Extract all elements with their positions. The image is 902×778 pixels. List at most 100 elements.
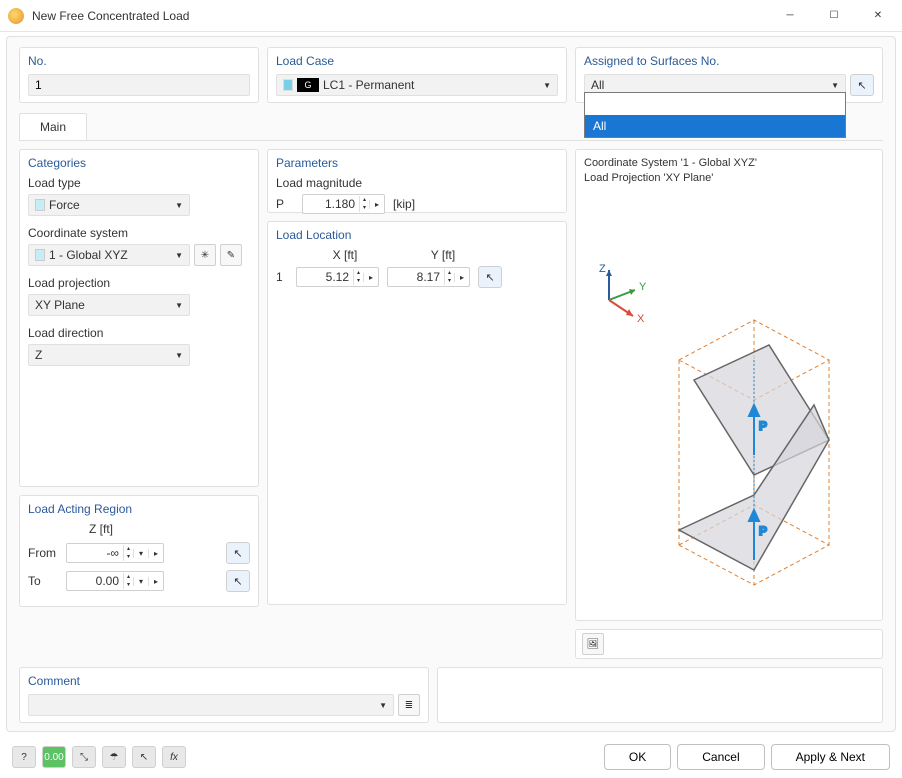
loadcase-value: LC1 - Permanent xyxy=(323,78,414,92)
tab-main[interactable]: Main xyxy=(19,113,87,140)
dir-value: Z xyxy=(35,348,42,362)
dropdown-option-blank[interactable] xyxy=(585,93,845,115)
pointer-icon: ↖ xyxy=(485,271,494,284)
spin-buttons[interactable]: ▴▾ xyxy=(123,573,133,589)
top-row: No. Load Case G LC1 - Permanent ▼ Assign… xyxy=(19,47,883,103)
comment-manage-button[interactable]: ≣ xyxy=(398,694,420,716)
mag-input[interactable]: 1.180 ▴▾ ▸ xyxy=(302,194,385,214)
ok-button[interactable]: OK xyxy=(604,744,671,770)
preview-viewport: Z Y X xyxy=(576,250,882,610)
titlebar: New Free Concentrated Load ─ ☐ ✕ xyxy=(0,0,902,32)
calculator-icon[interactable]: ▸ xyxy=(148,549,163,558)
spin-buttons[interactable]: ▴▾ xyxy=(444,269,454,285)
mag-value: 1.180 xyxy=(303,197,359,211)
dir-label: Load direction xyxy=(28,326,250,340)
preview-settings-button[interactable]: 🖼 xyxy=(582,633,604,655)
col-left: Categories Load type Force ▼ Coordinate … xyxy=(19,149,259,659)
pick-location-button[interactable]: ↖ xyxy=(478,266,502,288)
spin-buttons[interactable]: ▴▾ xyxy=(353,269,363,285)
preview-toolbar: 🖼 xyxy=(575,629,883,659)
tool-button-4[interactable]: fx xyxy=(162,746,186,768)
mag-symbol: P xyxy=(276,197,294,211)
axis-y-label: Y xyxy=(639,281,647,293)
mag-unit: [kip] xyxy=(393,197,415,211)
calculator-icon[interactable]: ▸ xyxy=(369,200,384,209)
pick-to-button[interactable]: ↖ xyxy=(226,570,250,592)
cancel-button[interactable]: Cancel xyxy=(677,744,764,770)
minimize-button[interactable]: ─ xyxy=(768,1,812,31)
y-input[interactable]: 8.17 ▴▾ ▸ xyxy=(387,267,470,287)
comment-input[interactable]: ▼ xyxy=(28,694,394,716)
pointer-icon: ↖ xyxy=(140,752,148,763)
no-label: No. xyxy=(28,54,250,68)
from-label: From xyxy=(28,546,58,560)
region-title: Load Acting Region xyxy=(28,502,250,516)
cs-select[interactable]: 1 - Global XYZ ▼ xyxy=(28,244,190,266)
proj-value: XY Plane xyxy=(35,298,85,312)
spin-buttons[interactable]: ▴▾ xyxy=(359,196,369,212)
tool-button-1[interactable]: ⤡ xyxy=(72,746,96,768)
preview-section: Coordinate System '1 - Global XYZ' Load … xyxy=(575,149,883,621)
from-input[interactable]: -∞ ▴▾ ▾ ▸ xyxy=(66,543,164,563)
units-button[interactable]: 0.00 xyxy=(42,746,66,768)
chevron-down-icon: ▼ xyxy=(175,351,183,360)
pointer-icon: ↖ xyxy=(233,575,242,588)
y-header: Y [ft] xyxy=(398,248,488,262)
help-button[interactable]: ? xyxy=(12,746,36,768)
chevron-down-icon: ▼ xyxy=(175,201,183,210)
from-value: -∞ xyxy=(67,546,123,560)
maximize-button[interactable]: ☐ xyxy=(812,1,856,31)
edit-icon: ✎ xyxy=(227,250,235,261)
x-header: X [ft] xyxy=(300,248,390,262)
chevron-down-icon: ▼ xyxy=(175,301,183,310)
calculator-icon[interactable]: ▸ xyxy=(148,577,163,586)
pick-from-button[interactable]: ↖ xyxy=(226,542,250,564)
y-value: 8.17 xyxy=(388,270,444,284)
calculator-icon[interactable]: ▸ xyxy=(454,273,469,282)
tool-button-2[interactable]: ☂ xyxy=(102,746,126,768)
bottom-bar: ? 0.00 ⤡ ☂ ↖ fx OK Cancel Apply & Next xyxy=(0,736,902,778)
surfaces-dropdown: All xyxy=(584,92,846,138)
surfaces-value: All xyxy=(591,78,604,92)
load-type-select[interactable]: Force ▼ xyxy=(28,194,190,216)
dialog-body: No. Load Case G LC1 - Permanent ▼ Assign… xyxy=(6,36,896,732)
window-controls: ─ ☐ ✕ xyxy=(768,1,900,31)
mag-label: Load magnitude xyxy=(276,176,558,190)
cs-value: 1 - Global XYZ xyxy=(49,248,128,262)
chevron-down-icon: ▼ xyxy=(379,701,387,710)
preview-line1: Coordinate System '1 - Global XYZ' xyxy=(584,156,874,171)
proj-select[interactable]: XY Plane ▼ xyxy=(28,294,190,316)
chevron-down-icon[interactable]: ▾ xyxy=(133,549,148,558)
dir-select[interactable]: Z ▼ xyxy=(28,344,190,366)
cs-edit-button[interactable]: ✎ xyxy=(220,244,242,266)
axis-x-label: X xyxy=(637,313,645,325)
no-input[interactable] xyxy=(28,74,250,96)
app-icon xyxy=(8,8,24,24)
calculator-icon[interactable]: ▸ xyxy=(363,273,378,282)
close-button[interactable]: ✕ xyxy=(856,1,900,31)
to-input[interactable]: 0.00 ▴▾ ▾ ▸ xyxy=(66,571,164,591)
region-z-header: Z [ft] xyxy=(28,522,128,536)
loadcase-label: Load Case xyxy=(276,54,558,68)
load-type-label: Load type xyxy=(28,176,250,190)
cs-swatch-icon xyxy=(35,249,45,261)
params-title: Parameters xyxy=(276,156,558,170)
col-right: Coordinate System '1 - Global XYZ' Load … xyxy=(575,149,883,659)
x-value: 5.12 xyxy=(297,270,353,284)
axis-z-label: Z xyxy=(599,263,606,275)
surfaces-section: Assigned to Surfaces No. All ▼ ↖ All xyxy=(575,47,883,103)
spin-buttons[interactable]: ▴▾ xyxy=(123,545,133,561)
load-type-swatch-icon xyxy=(35,199,45,211)
axis-icon: ⤡ xyxy=(80,752,88,763)
tool-button-3[interactable]: ↖ xyxy=(132,746,156,768)
apply-next-button[interactable]: Apply & Next xyxy=(771,744,890,770)
umbrella-icon: ☂ xyxy=(110,752,119,763)
pointer-icon: ↖ xyxy=(857,79,866,92)
pick-surfaces-button[interactable]: ↖ xyxy=(850,74,874,96)
x-input[interactable]: 5.12 ▴▾ ▸ xyxy=(296,267,379,287)
to-label: To xyxy=(28,574,58,588)
loadcase-select[interactable]: G LC1 - Permanent ▼ xyxy=(276,74,558,96)
chevron-down-icon[interactable]: ▾ xyxy=(133,577,148,586)
cs-new-button[interactable]: ✳ xyxy=(194,244,216,266)
dropdown-option-all[interactable]: All xyxy=(585,115,845,137)
